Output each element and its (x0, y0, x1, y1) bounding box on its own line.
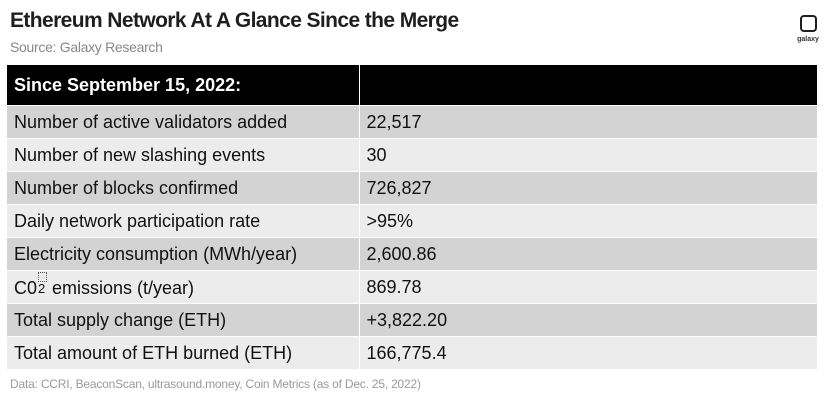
page-title: Ethereum Network At A Glance Since the M… (10, 9, 459, 32)
table-row: Number of new slashing events 30 (7, 138, 817, 172)
table-row: Total amount of ETH burned (ETH) 166,775… (7, 336, 817, 369)
row-label: Number of new slashing events (7, 138, 360, 172)
row-value: 726,827 (359, 171, 817, 205)
header-cell-value (359, 65, 817, 106)
row-label: Number of blocks confirmed (7, 171, 360, 205)
subscript-placeholder-icon: 2 (37, 271, 48, 296)
row-label-subscript: 2 (38, 280, 46, 296)
galaxy-logo-icon (800, 15, 817, 35)
table-row: Total supply change (ETH) +3,822.20 (7, 303, 817, 337)
row-label-prefix: C0 (14, 277, 38, 298)
stats-table: Since September 15, 2022: Number of acti… (7, 65, 817, 369)
row-label: Electricity consumption (MWh/year) (7, 237, 360, 271)
row-value: 2,600.86 (359, 237, 817, 271)
table-row: Number of active validators added 22,517 (7, 105, 817, 139)
footnote: Data: CCRI, BeaconScan, ultrasound.money… (10, 377, 421, 391)
row-label: Total amount of ETH burned (ETH) (7, 336, 360, 369)
logo-text: galaxy (797, 36, 819, 43)
table-row: Electricity consumption (MWh/year) 2,600… (7, 237, 817, 271)
row-value: 166,775.4 (359, 336, 817, 369)
row-value: +3,822.20 (359, 303, 817, 337)
table-row: C0 2 emissions (t/year) 869.78 (7, 270, 817, 304)
row-label-suffix: emissions (t/year) (47, 277, 195, 298)
row-label: C0 2 emissions (t/year) (7, 270, 360, 304)
galaxy-logo: galaxy (793, 14, 823, 50)
table-row: Daily network participation rate >95% (7, 204, 817, 238)
row-label: Daily network participation rate (7, 204, 360, 238)
table-header-row: Since September 15, 2022: (7, 65, 817, 106)
row-value: 869.78 (359, 270, 817, 304)
row-label: Number of active validators added (7, 105, 360, 139)
row-label: Total supply change (ETH) (7, 303, 360, 337)
table-row: Number of blocks confirmed 726,827 (7, 171, 817, 205)
source-label: Source: Galaxy Research (10, 39, 163, 55)
row-value: 30 (359, 138, 817, 172)
row-value: 22,517 (359, 105, 817, 139)
row-value: >95% (359, 204, 817, 238)
header-cell-label: Since September 15, 2022: (7, 65, 360, 106)
